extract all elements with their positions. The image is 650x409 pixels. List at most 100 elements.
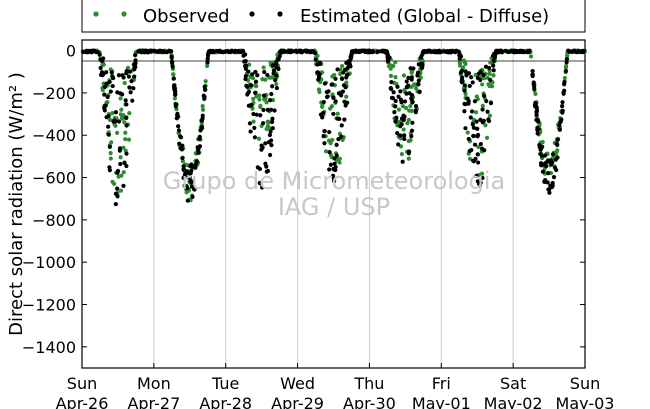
data-point	[270, 116, 275, 121]
data-point	[257, 166, 263, 172]
data-point	[129, 79, 134, 84]
x-tick-label-date: Apr-26	[56, 394, 109, 409]
data-point	[391, 90, 396, 95]
data-point	[476, 144, 481, 150]
data-point	[119, 107, 124, 112]
data-point	[124, 163, 129, 169]
data-point	[132, 63, 137, 68]
data-point	[105, 94, 110, 100]
data-point	[274, 85, 279, 91]
data-point	[481, 93, 487, 98]
data-point	[122, 120, 127, 125]
data-point	[473, 156, 478, 161]
data-point	[528, 54, 534, 59]
data-point	[253, 79, 259, 84]
data-point	[131, 86, 136, 91]
data-point	[132, 74, 137, 79]
data-point	[106, 124, 111, 129]
data-point	[469, 75, 474, 80]
data-point	[331, 95, 336, 100]
data-point	[272, 108, 277, 113]
data-point	[152, 48, 157, 53]
data-point	[530, 72, 535, 77]
data-point	[327, 150, 332, 155]
data-point	[205, 52, 211, 57]
data-point	[561, 91, 566, 96]
data-point	[120, 92, 125, 97]
data-point	[402, 99, 408, 104]
data-point	[362, 48, 367, 53]
data-point	[560, 110, 565, 115]
data-point	[474, 173, 479, 179]
data-point	[410, 99, 415, 105]
data-point	[503, 48, 508, 53]
data-point	[133, 53, 138, 58]
data-point	[327, 167, 332, 172]
data-point	[264, 164, 269, 169]
data-point	[480, 107, 485, 112]
data-point	[108, 89, 113, 94]
data-point	[467, 83, 472, 89]
data-point	[254, 94, 259, 99]
data-point	[261, 121, 266, 126]
x-tick-label-day: Sat	[500, 374, 526, 393]
data-point	[478, 141, 483, 147]
data-point	[414, 86, 419, 91]
data-point	[406, 75, 411, 80]
data-point	[270, 63, 276, 68]
data-point	[189, 184, 195, 189]
legend: Observed Estimated (Global - Diffuse)	[81, 0, 586, 33]
data-point	[476, 71, 481, 76]
data-point	[246, 90, 251, 95]
data-point	[243, 74, 249, 79]
data-point	[200, 104, 205, 109]
data-point	[185, 198, 190, 203]
data-point	[396, 107, 402, 112]
data-point	[240, 48, 246, 53]
data-point	[470, 122, 475, 127]
data-point	[91, 48, 96, 53]
legend-estimated-marker	[277, 11, 283, 17]
data-point	[326, 138, 332, 143]
data-point	[176, 124, 181, 129]
watermark-line-1: Grupo de Micrometeorologia	[163, 167, 505, 195]
data-point	[488, 60, 493, 65]
data-point	[539, 153, 545, 158]
data-point	[187, 175, 192, 180]
data-point	[413, 103, 419, 109]
data-point	[116, 119, 122, 124]
data-point	[313, 57, 318, 62]
data-point	[313, 51, 318, 56]
data-point	[463, 126, 468, 131]
data-point	[120, 73, 125, 78]
data-point	[549, 162, 554, 167]
data-point	[116, 73, 122, 78]
data-point	[340, 89, 346, 94]
data-point	[395, 131, 400, 136]
data-point	[546, 187, 551, 192]
data-point	[481, 72, 486, 78]
data-point	[475, 75, 480, 81]
data-point	[267, 132, 273, 138]
data-point	[247, 121, 253, 126]
data-point	[270, 126, 275, 131]
legend-observed-label: Observed	[143, 6, 230, 27]
data-point	[169, 49, 174, 54]
data-point	[515, 49, 520, 54]
data-point	[203, 79, 208, 84]
data-point	[317, 89, 322, 95]
data-point	[270, 98, 276, 103]
data-point	[266, 119, 271, 124]
data-point	[464, 73, 469, 78]
data-point	[255, 73, 260, 78]
data-point	[579, 49, 584, 54]
data-points	[80, 48, 588, 207]
data-point	[401, 73, 407, 78]
data-point	[273, 78, 278, 83]
data-point	[200, 113, 205, 118]
data-point	[268, 129, 273, 134]
data-point	[332, 156, 337, 161]
data-point	[466, 136, 471, 142]
data-point	[393, 98, 398, 104]
data-point	[195, 145, 200, 150]
